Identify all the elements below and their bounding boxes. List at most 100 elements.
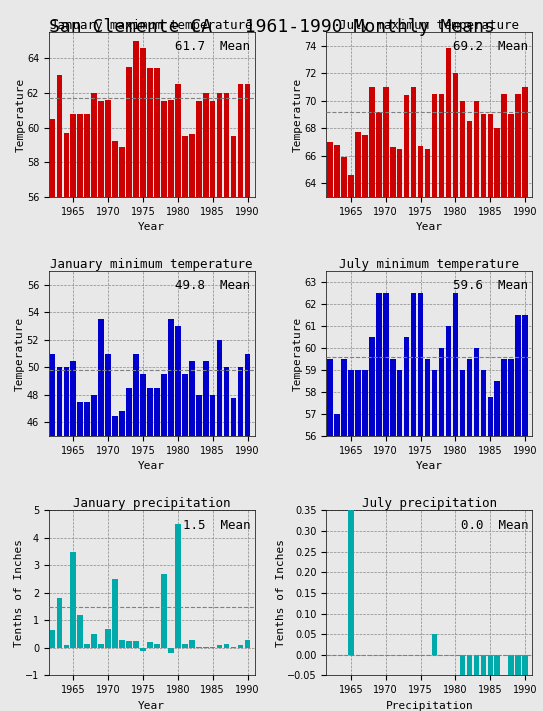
- Bar: [383, 293, 389, 711]
- Bar: [446, 48, 451, 711]
- Bar: [64, 645, 69, 648]
- Bar: [418, 146, 424, 711]
- Title: July precipitation: July precipitation: [362, 498, 497, 510]
- Bar: [432, 94, 437, 711]
- Bar: [210, 646, 216, 648]
- Title: January minimum temperature: January minimum temperature: [50, 258, 253, 271]
- Bar: [56, 599, 62, 648]
- Bar: [439, 348, 444, 711]
- Bar: [133, 353, 139, 711]
- Bar: [355, 132, 361, 711]
- Bar: [453, 293, 458, 711]
- Bar: [334, 145, 340, 711]
- Y-axis label: Temperature: Temperature: [15, 316, 26, 391]
- Bar: [495, 381, 500, 711]
- Bar: [238, 645, 243, 648]
- Bar: [502, 359, 507, 711]
- Bar: [140, 48, 146, 711]
- Bar: [383, 87, 389, 711]
- Bar: [56, 368, 62, 711]
- Bar: [196, 646, 201, 648]
- Bar: [49, 119, 55, 711]
- Bar: [502, 94, 507, 711]
- Bar: [71, 114, 76, 711]
- Bar: [98, 319, 104, 711]
- Title: July minimum temperature: July minimum temperature: [339, 258, 519, 271]
- Bar: [224, 368, 230, 711]
- Bar: [481, 114, 486, 711]
- Bar: [390, 359, 395, 711]
- Bar: [515, 94, 521, 711]
- Bar: [515, 655, 521, 675]
- Bar: [348, 175, 353, 711]
- Bar: [362, 370, 368, 711]
- Bar: [154, 388, 160, 711]
- Bar: [473, 101, 479, 711]
- Bar: [140, 375, 146, 711]
- Bar: [439, 94, 444, 711]
- Bar: [168, 100, 174, 711]
- Bar: [231, 137, 236, 711]
- Bar: [210, 395, 216, 711]
- Bar: [348, 510, 353, 655]
- Bar: [459, 370, 465, 711]
- Bar: [189, 134, 194, 711]
- Bar: [341, 157, 347, 711]
- Bar: [203, 646, 209, 648]
- Title: January maximum temperature: January maximum temperature: [50, 19, 253, 32]
- Bar: [231, 646, 236, 648]
- Bar: [182, 375, 187, 711]
- Y-axis label: Temperature: Temperature: [293, 77, 303, 151]
- Bar: [466, 359, 472, 711]
- Bar: [488, 114, 493, 711]
- Bar: [432, 634, 437, 655]
- Bar: [127, 67, 132, 711]
- Bar: [238, 368, 243, 711]
- Bar: [334, 415, 340, 711]
- Bar: [495, 655, 500, 675]
- Bar: [432, 370, 437, 711]
- Text: 1.5  Mean: 1.5 Mean: [183, 519, 250, 532]
- Bar: [161, 574, 167, 648]
- Bar: [91, 395, 97, 711]
- Bar: [78, 615, 83, 648]
- Bar: [98, 102, 104, 711]
- Bar: [217, 340, 223, 711]
- Bar: [508, 359, 514, 711]
- Bar: [508, 655, 514, 675]
- Bar: [84, 644, 90, 648]
- Bar: [425, 359, 431, 711]
- Bar: [196, 395, 201, 711]
- Bar: [481, 370, 486, 711]
- Bar: [245, 84, 250, 711]
- Bar: [224, 644, 230, 648]
- Bar: [189, 360, 194, 711]
- Bar: [411, 293, 416, 711]
- Bar: [189, 640, 194, 648]
- Bar: [362, 135, 368, 711]
- Bar: [453, 73, 458, 711]
- Y-axis label: Tenths of Inches: Tenths of Inches: [276, 539, 286, 647]
- Bar: [473, 348, 479, 711]
- Bar: [355, 370, 361, 711]
- Bar: [411, 87, 416, 711]
- Bar: [446, 326, 451, 711]
- Bar: [224, 92, 230, 711]
- Bar: [327, 142, 333, 711]
- Bar: [119, 412, 125, 711]
- Bar: [397, 370, 402, 711]
- Bar: [168, 648, 174, 653]
- Bar: [133, 641, 139, 648]
- Text: 69.2  Mean: 69.2 Mean: [453, 41, 528, 53]
- X-axis label: Year: Year: [416, 223, 443, 232]
- Bar: [105, 629, 111, 648]
- Bar: [98, 644, 104, 648]
- Bar: [508, 114, 514, 711]
- Bar: [112, 416, 118, 711]
- Bar: [119, 146, 125, 711]
- X-axis label: Year: Year: [416, 461, 443, 471]
- Bar: [238, 84, 243, 711]
- Bar: [217, 645, 223, 648]
- Bar: [71, 552, 76, 648]
- Y-axis label: Tenths of Inches: Tenths of Inches: [14, 539, 23, 647]
